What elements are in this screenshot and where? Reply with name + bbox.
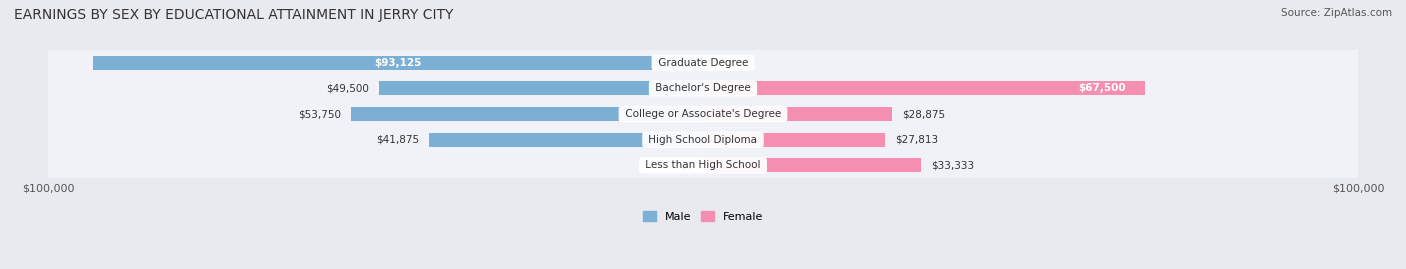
Text: $93,125: $93,125 bbox=[374, 58, 422, 68]
Bar bbox=[352, 107, 703, 121]
Text: EARNINGS BY SEX BY EDUCATIONAL ATTAINMENT IN JERRY CITY: EARNINGS BY SEX BY EDUCATIONAL ATTAINMEN… bbox=[14, 8, 453, 22]
Text: $0: $0 bbox=[681, 160, 693, 171]
Bar bbox=[429, 133, 703, 147]
Text: $49,500: $49,500 bbox=[326, 83, 368, 93]
Text: $41,875: $41,875 bbox=[375, 135, 419, 145]
Bar bbox=[703, 158, 921, 172]
Bar bbox=[48, 101, 1358, 127]
Bar bbox=[93, 56, 703, 70]
Text: $67,500: $67,500 bbox=[1078, 83, 1125, 93]
Bar bbox=[378, 81, 703, 95]
Text: Less than High School: Less than High School bbox=[643, 160, 763, 171]
Text: $27,813: $27,813 bbox=[896, 135, 938, 145]
Text: $53,750: $53,750 bbox=[298, 109, 342, 119]
Text: Source: ZipAtlas.com: Source: ZipAtlas.com bbox=[1281, 8, 1392, 18]
Bar bbox=[703, 107, 893, 121]
Text: College or Associate's Degree: College or Associate's Degree bbox=[621, 109, 785, 119]
Bar bbox=[48, 153, 1358, 178]
Legend: Male, Female: Male, Female bbox=[638, 206, 768, 226]
Bar bbox=[48, 50, 1358, 76]
Bar bbox=[703, 133, 886, 147]
Text: Graduate Degree: Graduate Degree bbox=[655, 58, 751, 68]
Bar bbox=[48, 127, 1358, 153]
Text: $33,333: $33,333 bbox=[931, 160, 974, 171]
Text: Bachelor's Degree: Bachelor's Degree bbox=[652, 83, 754, 93]
Text: $28,875: $28,875 bbox=[901, 109, 945, 119]
Text: $0: $0 bbox=[713, 58, 725, 68]
Bar bbox=[703, 81, 1144, 95]
Text: High School Diploma: High School Diploma bbox=[645, 135, 761, 145]
Bar bbox=[48, 76, 1358, 101]
